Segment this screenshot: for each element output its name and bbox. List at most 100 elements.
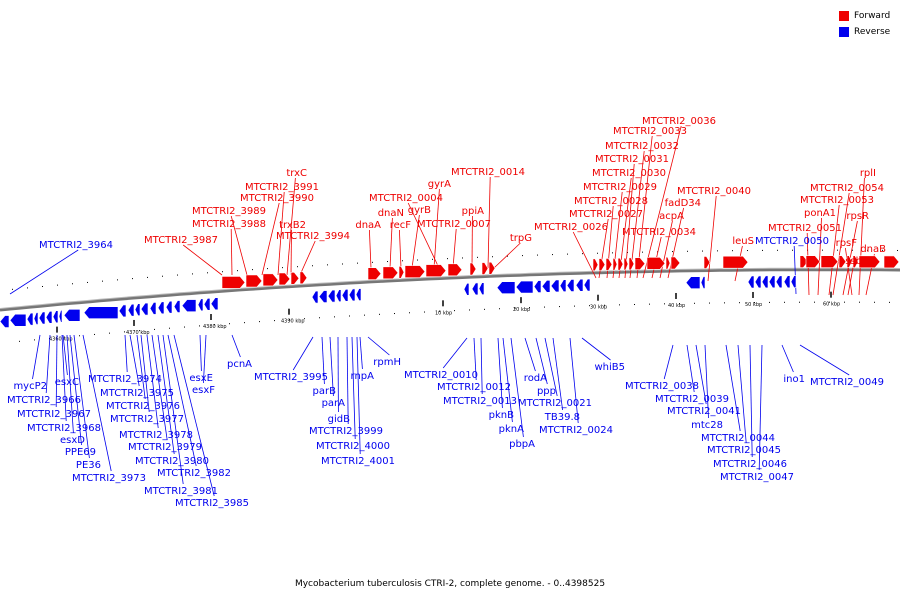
forward-gene	[799, 255, 809, 268]
tick-label: 40 kbp	[668, 303, 685, 309]
label-leader-line	[129, 334, 140, 387]
tick-dot	[799, 301, 800, 303]
tick-dot	[357, 262, 358, 264]
forward-gene	[481, 262, 489, 275]
forward-gene	[670, 256, 681, 270]
tick-dot	[402, 260, 403, 262]
reverse-gene-label: pcnA	[227, 359, 252, 370]
reverse-gene-label: MTCTRI2_3966	[7, 395, 81, 406]
label-leader-line	[686, 344, 695, 393]
forward-gene	[221, 276, 246, 289]
forward-gene-label: MTCTRI2_0040	[677, 186, 751, 197]
label-leader-line	[162, 334, 184, 485]
forward-gene-label: rpsF	[836, 238, 858, 249]
forward-gene-label: MTCTRI2_0014	[451, 167, 525, 178]
tick-dot	[507, 255, 508, 257]
reverse-gene	[134, 303, 141, 316]
tick-dot	[274, 320, 275, 322]
tick-dot	[132, 278, 133, 280]
tick-label: 20 kbp	[513, 307, 530, 313]
label-leader-line	[749, 344, 753, 458]
tick-dot	[184, 326, 185, 328]
reverse-gene	[754, 275, 762, 289]
legend: Forward Reverse	[839, 8, 890, 40]
tick-dot	[214, 324, 215, 326]
label-leader-line	[292, 336, 314, 371]
tick-dot	[567, 253, 568, 255]
label-leader-line	[356, 336, 361, 455]
label-leader-line	[230, 228, 233, 276]
forward-gene-label: acpA	[659, 211, 684, 222]
forward-gene	[469, 262, 477, 276]
tick-dot	[522, 255, 523, 257]
tick-dot	[874, 301, 875, 303]
forward-gene	[488, 261, 496, 275]
forward-gene	[820, 255, 839, 268]
tick-dot	[634, 303, 635, 305]
forward-gene-label: fadD34	[665, 198, 701, 209]
tick-dot	[252, 269, 253, 271]
tick-dot	[147, 276, 148, 278]
tick-dot	[297, 266, 298, 268]
label-leader-line	[452, 228, 457, 269]
label-leader-line	[510, 337, 524, 438]
tick-dot	[424, 311, 425, 313]
reverse-gene	[63, 308, 81, 322]
reverse-gene	[52, 310, 59, 324]
reverse-gene	[318, 290, 328, 303]
reverse-gene-label: parA	[322, 398, 346, 409]
reverse-gene-label: parB	[313, 386, 337, 397]
label-leader-line	[136, 334, 146, 400]
label-leader-line	[858, 177, 865, 296]
label-leader-line	[167, 334, 197, 467]
label-leader-line	[480, 337, 483, 395]
tick-dot	[552, 254, 553, 256]
label-leader-line	[151, 334, 168, 441]
tick-dot	[439, 310, 440, 312]
tick-dot	[447, 258, 448, 260]
tick-dot	[499, 308, 500, 310]
label-leader-line	[695, 344, 707, 405]
reverse-gene-label: esxE	[189, 373, 213, 384]
label-leader-line	[524, 337, 536, 372]
forward-gene-label: MTCTRI2_0029	[583, 182, 657, 193]
label-leader-line	[758, 344, 763, 471]
tick-dot	[574, 305, 575, 307]
tick-dot	[244, 322, 245, 324]
forward-gene-label: MTCTRI2_0053	[800, 195, 874, 206]
tick-dot	[649, 303, 650, 305]
tick-dot	[237, 270, 238, 272]
label-leader-line	[725, 344, 741, 432]
reverse-gene	[33, 312, 39, 325]
tick-dot	[537, 254, 538, 256]
tick-label: 10 kbp	[435, 310, 452, 316]
label-leader-line	[199, 334, 202, 372]
forward-gene-label: MTCTRI2_0004	[369, 193, 443, 204]
legend-forward: Forward	[839, 8, 890, 24]
tick-dot	[687, 250, 688, 252]
tick-dot	[117, 279, 118, 281]
forward-gene-label: MTCTRI2_3987	[144, 235, 218, 246]
reverse-gene	[355, 288, 362, 301]
reverse-gene	[203, 297, 211, 311]
forward-gene	[404, 265, 426, 278]
tick-dot	[492, 256, 493, 258]
reverse-gene	[348, 288, 356, 302]
forward-gene	[278, 272, 291, 286]
label-leader-line	[535, 337, 548, 385]
reverse-gene-label: ino1	[783, 374, 805, 385]
label-leader-line	[173, 334, 215, 497]
reverse-gene-label: rpmH	[373, 357, 401, 368]
reverse-gene-label: rnpA	[351, 371, 375, 382]
tick-dot	[844, 301, 845, 303]
forward-gene-label: trxC	[286, 168, 307, 179]
reverse-gene	[471, 282, 479, 296]
tick-dot	[259, 321, 260, 323]
forward-gene	[838, 255, 847, 268]
forward-gene	[846, 255, 853, 269]
tick-dot	[604, 304, 605, 306]
tick-dot	[27, 287, 28, 289]
reverse-gene	[327, 289, 336, 303]
tick-dot	[154, 328, 155, 330]
reverse-gene	[83, 306, 119, 320]
